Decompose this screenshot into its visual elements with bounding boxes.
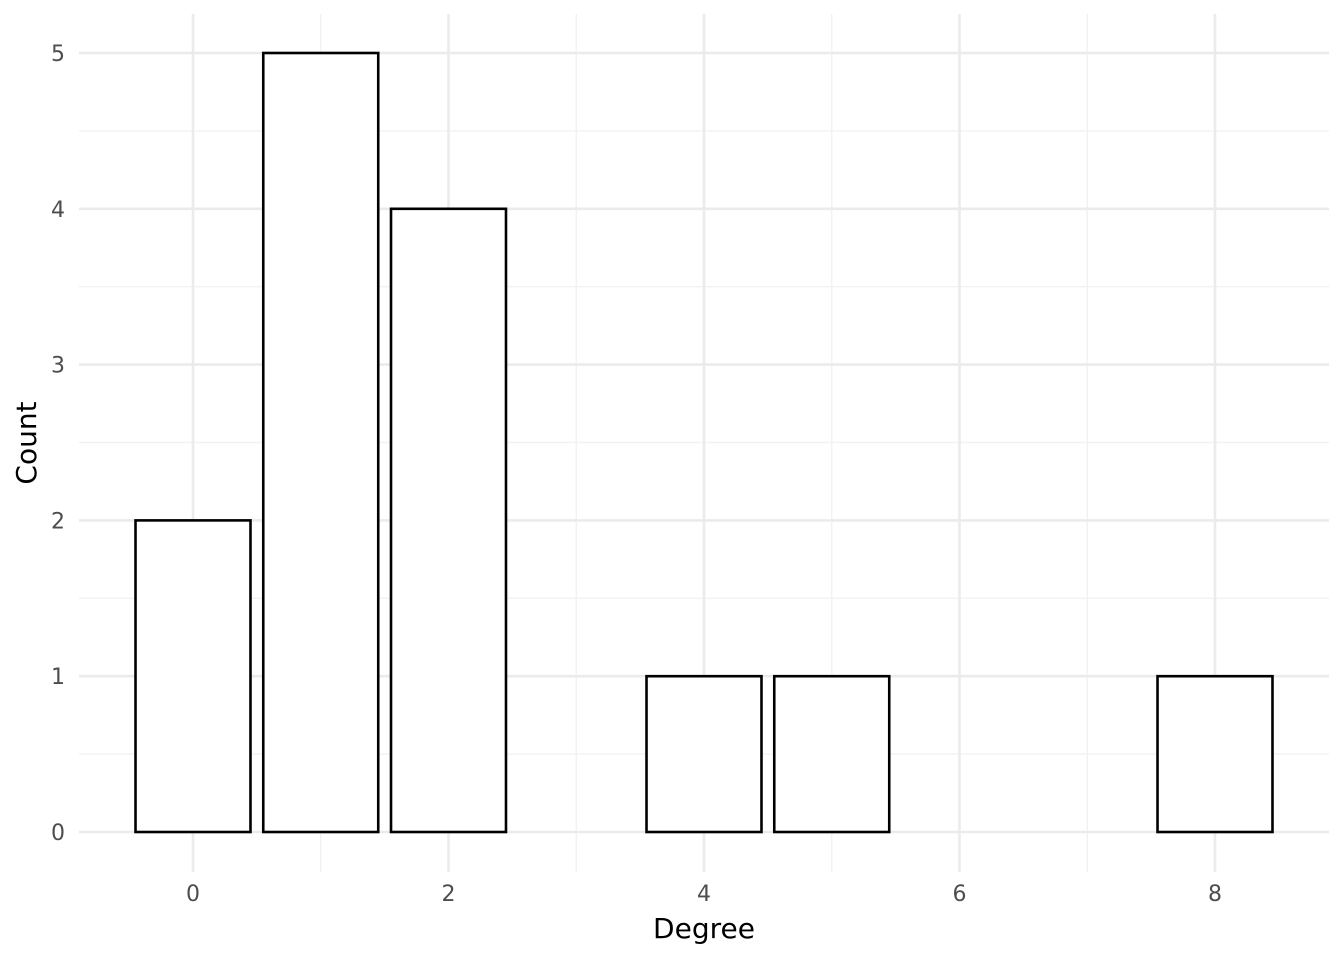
- bar: [261, 51, 380, 834]
- x-axis-title: Degree: [653, 912, 755, 945]
- y-tick-label: 4: [51, 198, 65, 223]
- y-axis-title: Count: [10, 401, 43, 484]
- bars: [134, 51, 1274, 834]
- bar: [389, 207, 508, 834]
- x-tick-label: 2: [442, 882, 456, 907]
- y-tick-label: 2: [51, 509, 65, 534]
- y-tick-label: 1: [51, 665, 65, 690]
- bar: [1156, 674, 1274, 834]
- y-tick-label: 5: [51, 42, 65, 67]
- x-tick-label: 6: [953, 882, 967, 907]
- x-axis-tick-labels: 0 2 4 6 8: [186, 882, 1222, 907]
- bar: [772, 674, 891, 834]
- y-tick-label: 3: [51, 354, 65, 379]
- y-axis-tick-labels: 0 1 2 3 4 5: [51, 42, 65, 846]
- x-tick-label: 4: [697, 882, 711, 907]
- y-tick-label: 0: [51, 821, 65, 846]
- bar: [645, 674, 763, 834]
- bar: [134, 519, 252, 834]
- x-tick-label: 8: [1208, 882, 1222, 907]
- x-tick-label: 0: [186, 882, 200, 907]
